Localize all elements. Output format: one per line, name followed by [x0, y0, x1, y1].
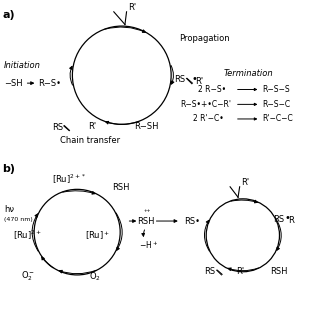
Text: R: R: [288, 216, 294, 225]
Text: R−S−S: R−S−S: [262, 85, 290, 94]
Text: R': R': [241, 178, 249, 187]
Text: RS•: RS•: [184, 217, 200, 226]
Text: hν: hν: [4, 205, 14, 214]
Text: R−SH: R−SH: [134, 122, 159, 132]
Text: R': R': [128, 3, 136, 12]
Text: [Ru]$^+$: [Ru]$^+$: [85, 229, 110, 242]
Text: 2 R−S•: 2 R−S•: [198, 85, 226, 94]
Text: R'−C−C: R'−C−C: [262, 115, 293, 124]
Text: O$_2$: O$_2$: [89, 270, 100, 283]
Text: Initiation: Initiation: [4, 61, 41, 70]
Text: RS: RS: [273, 215, 284, 224]
Text: ⁺⁺: ⁺⁺: [143, 210, 151, 216]
Text: Propagation: Propagation: [179, 34, 230, 43]
Text: −SH: −SH: [4, 79, 22, 88]
Text: O$_2^-$: O$_2^-$: [21, 270, 35, 283]
Text: •: •: [191, 74, 197, 84]
Text: (470 nm): (470 nm): [4, 217, 33, 222]
Text: b): b): [2, 164, 15, 174]
Text: R': R': [236, 267, 244, 276]
Text: R−S•: R−S•: [38, 79, 61, 88]
Text: RSH: RSH: [270, 267, 287, 276]
Text: •: •: [284, 213, 290, 223]
Text: RS: RS: [204, 267, 216, 276]
Text: 2 R'−C•: 2 R'−C•: [194, 115, 224, 124]
Text: R−S•+•C−R': R−S•+•C−R': [181, 100, 232, 109]
Text: R': R': [195, 77, 203, 86]
Text: [Ru]$^{2+}$: [Ru]$^{2+}$: [13, 229, 42, 242]
Text: RSH: RSH: [137, 217, 155, 226]
Text: R−S−C: R−S−C: [262, 100, 290, 109]
Text: −H$^+$: −H$^+$: [139, 239, 158, 251]
Text: [Ru]$^{2+*}$: [Ru]$^{2+*}$: [52, 173, 86, 186]
Text: RS: RS: [174, 76, 186, 84]
Text: a): a): [2, 10, 15, 20]
Text: R': R': [88, 122, 96, 132]
Text: Chain transfer: Chain transfer: [60, 136, 120, 145]
Text: RS: RS: [52, 123, 63, 132]
Text: Termination: Termination: [224, 69, 273, 78]
Text: RSH: RSH: [112, 183, 130, 192]
